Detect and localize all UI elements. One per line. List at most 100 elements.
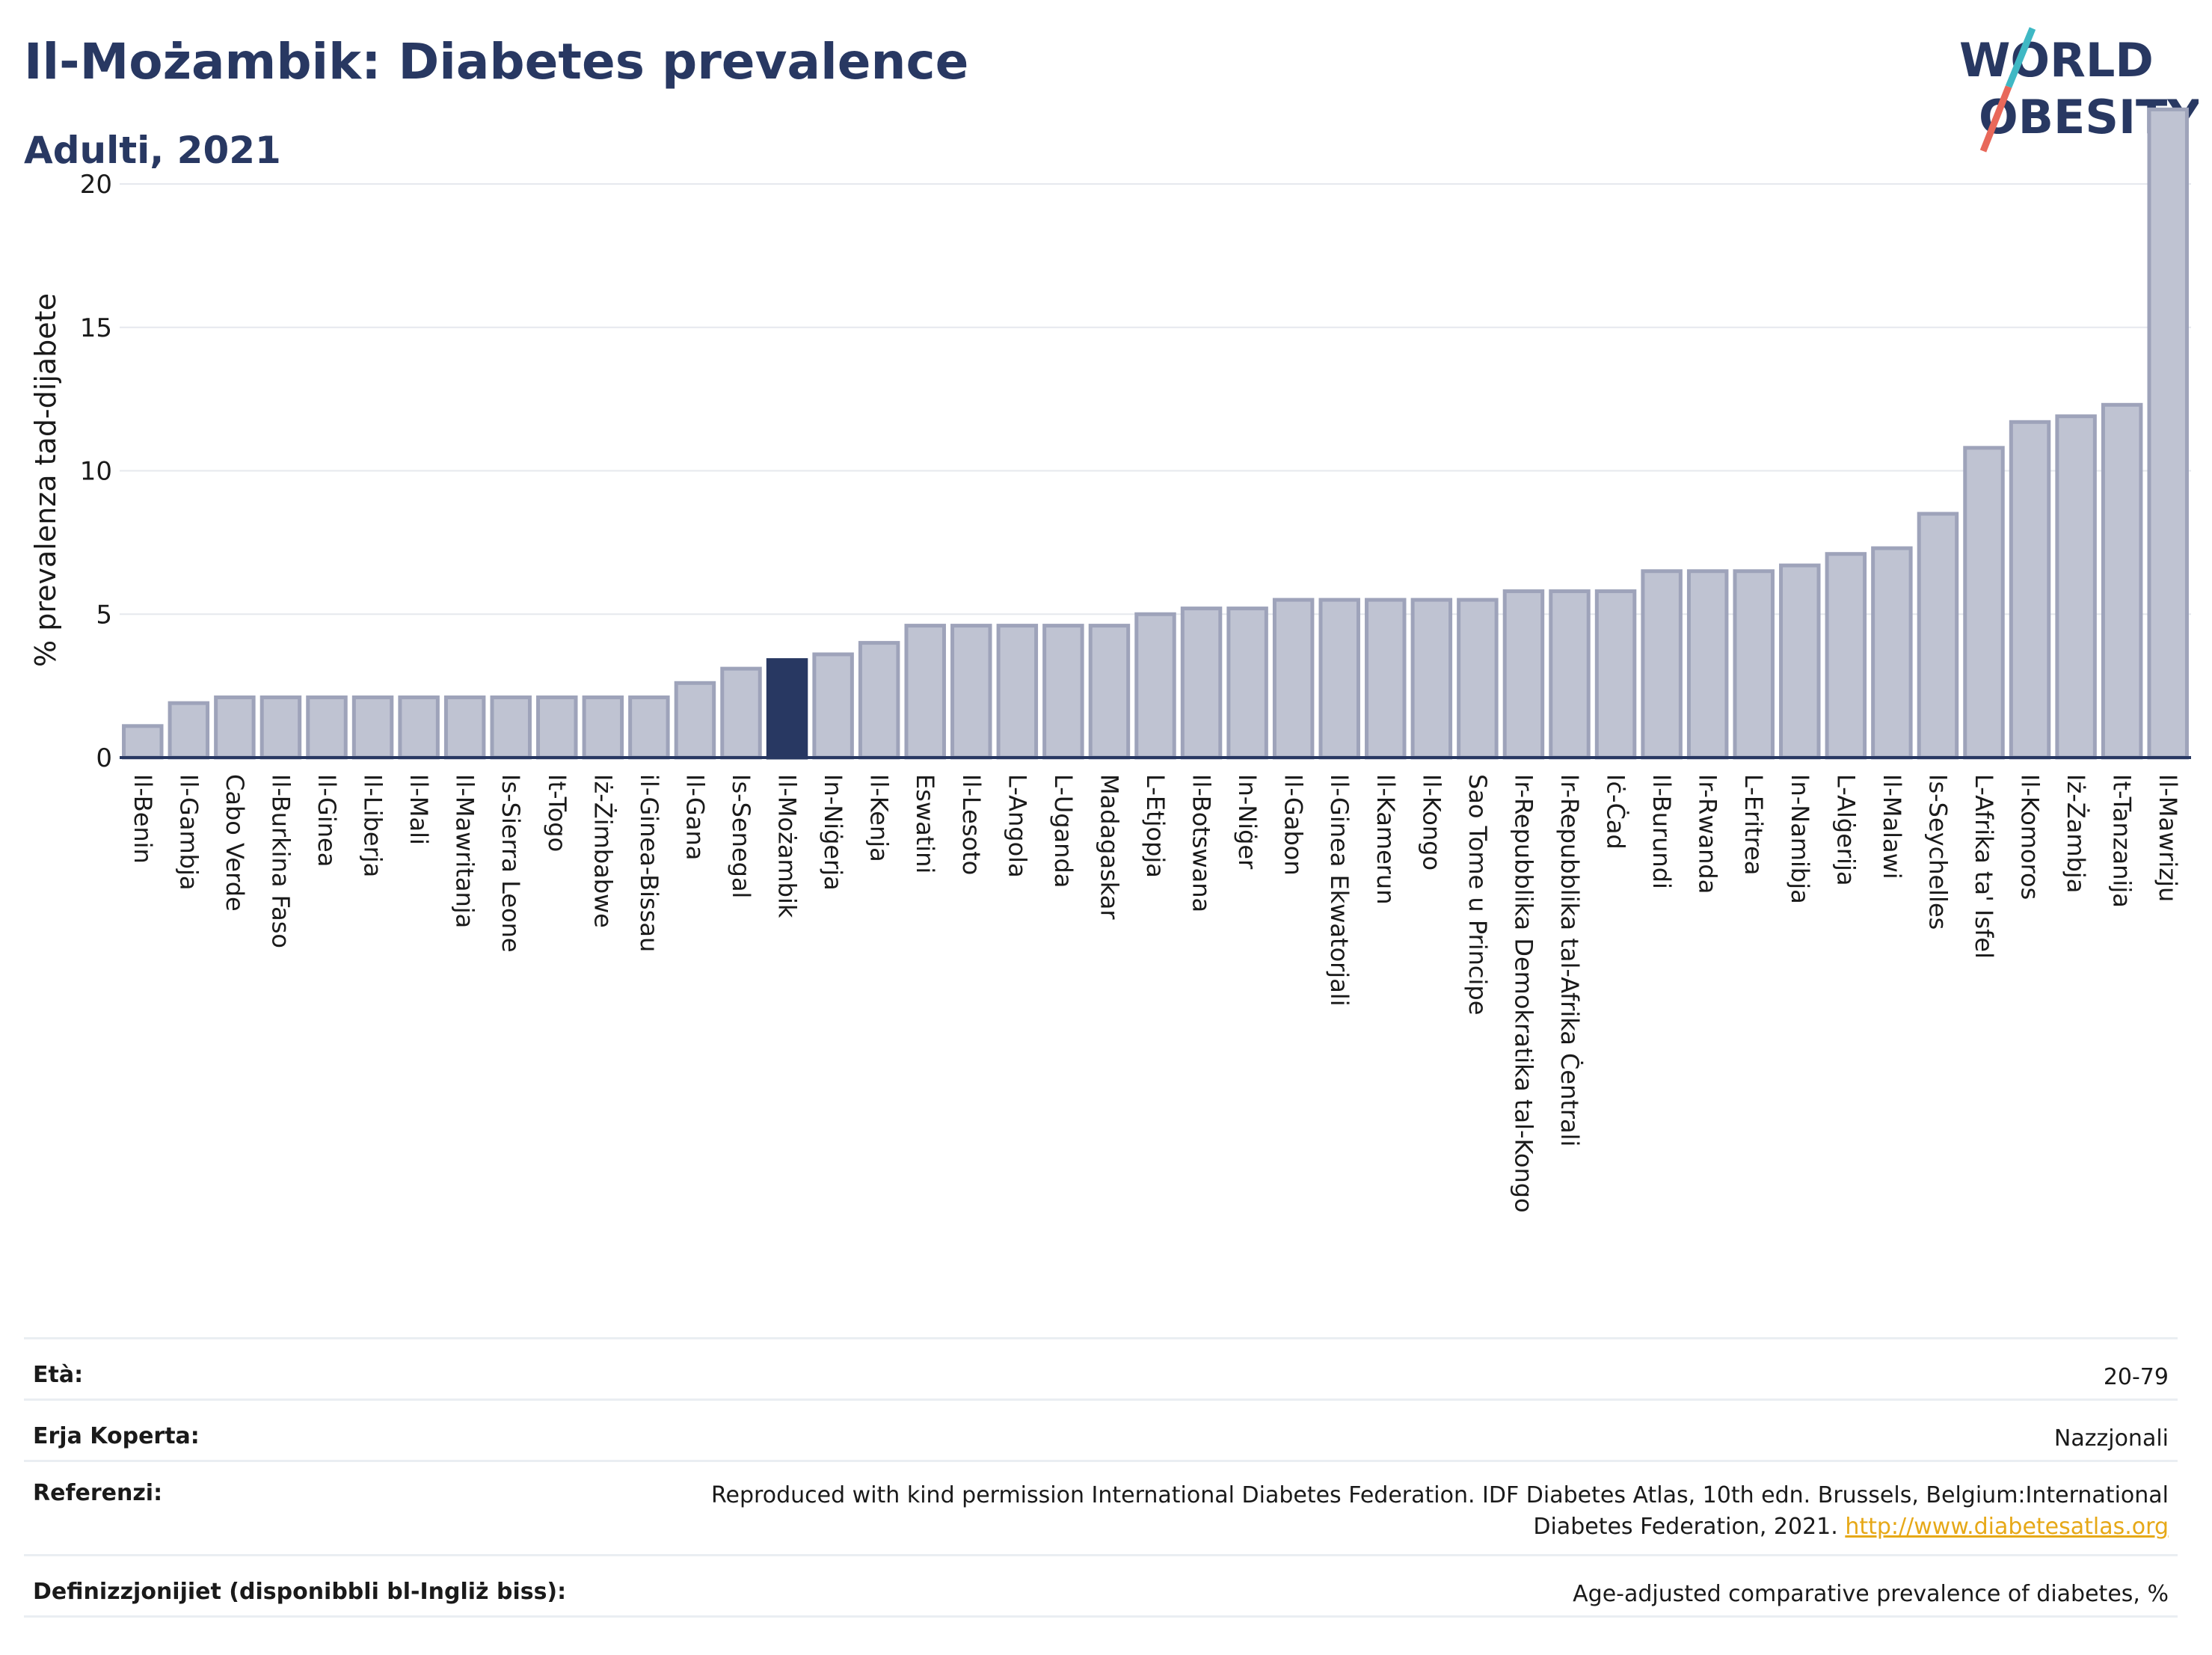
definitions-label: Definizzjonijiet (disponibbli bl-Ingliż … (33, 1579, 567, 1605)
x-tick-label: Il-Gana (681, 774, 709, 860)
bar-10 (582, 695, 624, 760)
x-tick-label: L-Afrika ta' Isfel (1970, 774, 1998, 959)
x-tick-label: In-Niġerja (819, 774, 847, 891)
x-tick-labels: Il-Benin Il-Gambja Cabo Verde Il-Burkina Fa… (129, 774, 2182, 1213)
chart-title: Il-Możambik: Diabetes prevalence (24, 33, 969, 90)
references-value: Reproduced with kind permission Internat… (636, 1480, 2169, 1543)
x-tick-label: Ir-Repubblika tal-Afrika Ċentrali (1555, 774, 1584, 1146)
x-tick-label: L-Eritrea (1739, 774, 1768, 875)
x-tick-label: Il-Mali (405, 774, 433, 845)
bar-44 (2147, 107, 2189, 760)
logo-slash-bottom (1979, 85, 2012, 153)
bar-32 (1594, 589, 1637, 760)
x-tick-label: It-Tanzanija (2108, 774, 2136, 908)
bar-22 (1134, 612, 1176, 760)
coverage-value: Nazzjonali (2053, 1425, 2169, 1452)
x-tick-label: Il-Możambik (773, 774, 802, 918)
x-tick-label: Iż-Żambja (2062, 774, 2090, 893)
logo-word-world: WORLD (1959, 33, 2154, 87)
bar-23 (1180, 607, 1223, 760)
bar-43 (2101, 402, 2143, 760)
bar-8 (490, 695, 532, 760)
definitions-value: Age-adjusted comparative prevalence of d… (1573, 1581, 2169, 1607)
bar-41 (2009, 420, 2051, 760)
logo-slash-top (2005, 27, 2036, 88)
bar-6 (398, 695, 440, 760)
bar-3 (259, 695, 302, 760)
bar-30 (1502, 589, 1545, 760)
bar-11 (628, 695, 670, 760)
x-tick-label: Il-Gambja (174, 774, 203, 890)
age-value: 20-79 (2103, 1364, 2169, 1390)
x-tick-label: Il-Malawi (1878, 774, 1906, 879)
bars (122, 107, 2189, 760)
bar-25 (1272, 598, 1315, 760)
bar-38 (1871, 546, 1913, 760)
bar-4 (306, 695, 348, 760)
bar-5 (351, 695, 394, 760)
x-tick-label: Il-Botswana (1188, 774, 1216, 912)
bar-33 (1641, 569, 1683, 760)
x-tick-label: Il-Komoros (2016, 774, 2044, 900)
bar-15 (812, 652, 854, 760)
y-tick-label: 15 (80, 313, 112, 343)
x-tick-label: L-Uganda (1049, 774, 1078, 888)
info-row-references: Referenzi: Reproduced with kind permissi… (24, 1460, 2178, 1554)
bar-7 (443, 695, 486, 760)
x-tick-label: Il-Burundi (1647, 774, 1676, 889)
x-tick-label: Il-Mawrizju (2154, 774, 2182, 902)
x-tick-label: Eswatini (911, 774, 939, 873)
bar-17 (904, 624, 946, 760)
x-tick-label: Iċ-Ċad (1602, 774, 1630, 850)
x-tick-label: il-Ginea-Bissau (635, 774, 663, 952)
x-tick-label: Il-Ginea Ekwatorjali (1325, 774, 1354, 1007)
x-tick-label: Iż-Żimbabwe (589, 774, 617, 928)
references-label: Referenzi: (33, 1480, 163, 1506)
bar-12 (674, 681, 716, 760)
bar-40 (1963, 446, 2005, 760)
bar-37 (1825, 552, 1867, 760)
x-tick-label: Madagaskar (1095, 774, 1123, 920)
info-row-definitions: Definizzjonijiet (disponibbli bl-Ingliż … (24, 1554, 2178, 1615)
y-tick-label: 20 (80, 170, 112, 200)
bar-0 (122, 724, 164, 760)
age-label: Età: (33, 1362, 84, 1388)
bar-31 (1549, 589, 1591, 760)
x-tick-label: Is-Senegal (727, 774, 755, 898)
references-link[interactable]: http://www.diabetesatlas.org (1845, 1514, 2169, 1540)
x-tick-label: Ir-Repubblika Demokratika tal-Kongo (1509, 774, 1537, 1213)
x-tick-label: Il-Kenja (865, 774, 894, 862)
x-tick-label: L-Alġerija (1831, 774, 1860, 885)
bar-18 (950, 624, 992, 760)
y-axis-label: % prevalenza tad-dijabete (29, 293, 62, 667)
coverage-label: Erja Koperta: (33, 1423, 200, 1449)
bar-1 (168, 701, 210, 760)
x-tick-label: Il-Liberja (359, 774, 387, 877)
bar-36 (1779, 563, 1821, 760)
bar-13 (720, 666, 762, 760)
info-row-coverage: Erja Koperta: Nazzjonali (24, 1398, 2178, 1460)
x-tick-label: L-Angola (1003, 774, 1031, 878)
bar-26 (1318, 598, 1360, 760)
x-tick-label: In-Niġer (1233, 774, 1262, 870)
info-row-age: Età: 20-79 (24, 1337, 2178, 1398)
bar-19 (996, 624, 1039, 760)
info-table-bottom-border (24, 1615, 2178, 1618)
bar-29 (1457, 598, 1499, 760)
bar-27 (1365, 598, 1407, 760)
bar-39 (1917, 512, 1959, 760)
bar-14 (766, 658, 808, 760)
bar-9 (536, 695, 578, 760)
x-tick-label: In-Namibja (1786, 774, 1814, 904)
y-tick-label: 10 (80, 457, 112, 487)
x-tick-label: Sao Tome u Principe (1463, 774, 1492, 1015)
x-tick-label: Il-Ginea (313, 774, 341, 867)
y-tick-label: 5 (96, 600, 112, 630)
bar-2 (214, 695, 256, 760)
bar-16 (858, 641, 900, 760)
x-tick-label: Il-Kamerun (1371, 774, 1400, 904)
y-tick-labels: 0 5 10 15 20 (80, 170, 112, 773)
x-tick-label: Il-Lesoto (957, 774, 986, 875)
bar-42 (2055, 414, 2097, 760)
